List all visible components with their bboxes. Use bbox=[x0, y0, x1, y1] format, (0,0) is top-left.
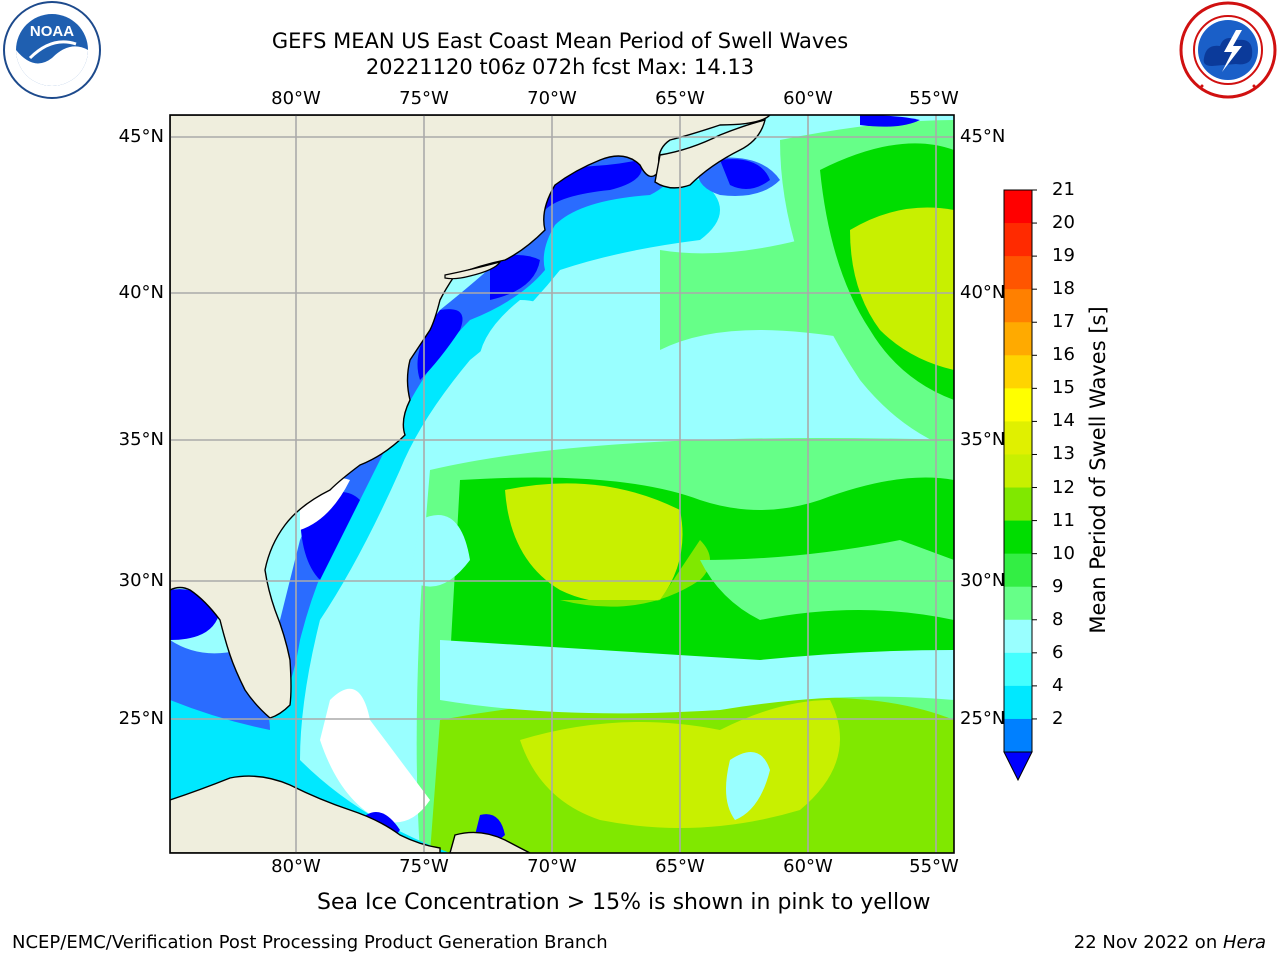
colorbar-frame bbox=[1003, 189, 1033, 753]
sea-ice-note: Sea Ice Concentration > 15% is shown in … bbox=[317, 890, 931, 915]
colorbar-segment bbox=[1004, 685, 1032, 720]
colorbar-tick-label: 6 bbox=[1052, 641, 1064, 663]
colorbar bbox=[1003, 189, 1037, 782]
colorbar-tick-label: 14 bbox=[1052, 410, 1075, 432]
chart-title: GEFS MEAN US East Coast Mean Period of S… bbox=[271, 29, 849, 53]
colorbar-tick-label: 13 bbox=[1052, 443, 1075, 465]
lat-label-right-40: 40°N bbox=[960, 282, 1006, 303]
lon-label-top-55: 55°W bbox=[909, 88, 959, 109]
colorbar-segment bbox=[1004, 421, 1032, 455]
colorbar-segment bbox=[1004, 388, 1032, 422]
lat-label-left-25: 25°N bbox=[118, 708, 164, 729]
colorbar-segment bbox=[1004, 190, 1032, 224]
map-field bbox=[170, 115, 954, 853]
lon-label-bottom-80: 80°W bbox=[271, 856, 321, 877]
colorbar-tick-label: 18 bbox=[1052, 278, 1075, 300]
footer-date: 22 Nov 2022 on Hera bbox=[1074, 932, 1266, 953]
colorbar-segment bbox=[1004, 322, 1032, 356]
map-grid bbox=[170, 115, 954, 853]
lon-label-bottom-75: 75°W bbox=[399, 856, 449, 877]
lat-label-left-35: 35°N bbox=[118, 429, 164, 450]
colorbar-segment bbox=[1004, 289, 1032, 323]
lat-label-left-30: 30°N bbox=[118, 570, 164, 591]
lon-label-bottom-70: 70°W bbox=[527, 856, 577, 877]
colorbar-segment bbox=[1004, 718, 1032, 753]
colorbar-tick-label: 20 bbox=[1052, 212, 1075, 234]
noaa-logo: NOAA bbox=[3, 1, 101, 99]
colorbar-tick-label: 8 bbox=[1052, 608, 1064, 630]
colorbar-tick-label: 4 bbox=[1052, 674, 1064, 696]
colorbar-tick-label: 19 bbox=[1052, 245, 1075, 267]
lat-label-left-45: 45°N bbox=[118, 126, 164, 147]
colorbar-segment bbox=[1004, 256, 1032, 290]
colorbar-segment bbox=[1004, 586, 1032, 621]
lon-label-top-60: 60°W bbox=[783, 88, 833, 109]
colorbar-segment bbox=[1004, 553, 1032, 588]
lat-label-left-40: 40°N bbox=[118, 282, 164, 303]
colorbar-tick-label: 11 bbox=[1052, 509, 1075, 531]
colorbar-title: Mean Period of Swell Waves [s] bbox=[1086, 306, 1110, 634]
lon-label-top-65: 65°W bbox=[655, 88, 705, 109]
colorbar-segment bbox=[1004, 619, 1032, 654]
colorbar-segment bbox=[1004, 355, 1032, 389]
lon-label-bottom-65: 65°W bbox=[655, 856, 705, 877]
map-frame bbox=[169, 114, 955, 854]
footer-branch: NCEP/EMC/Verification Post Processing Pr… bbox=[12, 932, 608, 953]
chart-subtitle: 20221120 t06z 072h fcst Max: 14.13 bbox=[365, 55, 755, 79]
nws-logo bbox=[1179, 1, 1277, 99]
footer-host: Hera bbox=[1222, 932, 1266, 953]
colorbar-segment bbox=[1004, 652, 1032, 687]
colorbar-segment bbox=[1004, 520, 1032, 555]
lat-label-right-30: 30°N bbox=[960, 570, 1006, 591]
colorbar-tick-label: 12 bbox=[1052, 476, 1075, 498]
colorbar-tick-label: 9 bbox=[1052, 575, 1064, 597]
colorbar-segment bbox=[1004, 487, 1032, 522]
lat-label-right-35: 35°N bbox=[960, 429, 1006, 450]
colorbar-tick-label: 2 bbox=[1052, 707, 1064, 729]
lon-label-bottom-60: 60°W bbox=[783, 856, 833, 877]
colorbar-tick-label: 10 bbox=[1052, 542, 1075, 564]
colorbar-tick-label: 16 bbox=[1052, 344, 1075, 366]
footer-date-text: 22 Nov 2022 on bbox=[1073, 932, 1223, 953]
colorbar-tick-label: 21 bbox=[1052, 179, 1075, 200]
lon-label-top-80: 80°W bbox=[271, 88, 321, 109]
colorbar-segment bbox=[1004, 223, 1032, 257]
lon-label-bottom-55: 55°W bbox=[909, 856, 959, 877]
lat-label-right-25: 25°N bbox=[960, 708, 1006, 729]
lon-label-top-75: 75°W bbox=[399, 88, 449, 109]
colorbar-segment bbox=[1004, 454, 1032, 489]
colorbar-tick-label: 17 bbox=[1052, 311, 1075, 333]
lon-label-top-70: 70°W bbox=[527, 88, 577, 109]
noaa-logo-text: NOAA bbox=[30, 23, 74, 40]
colorbar-tick-label: 15 bbox=[1052, 377, 1075, 399]
lat-label-right-45: 45°N bbox=[960, 126, 1006, 147]
colorbar-extend-arrow bbox=[1003, 751, 1033, 782]
